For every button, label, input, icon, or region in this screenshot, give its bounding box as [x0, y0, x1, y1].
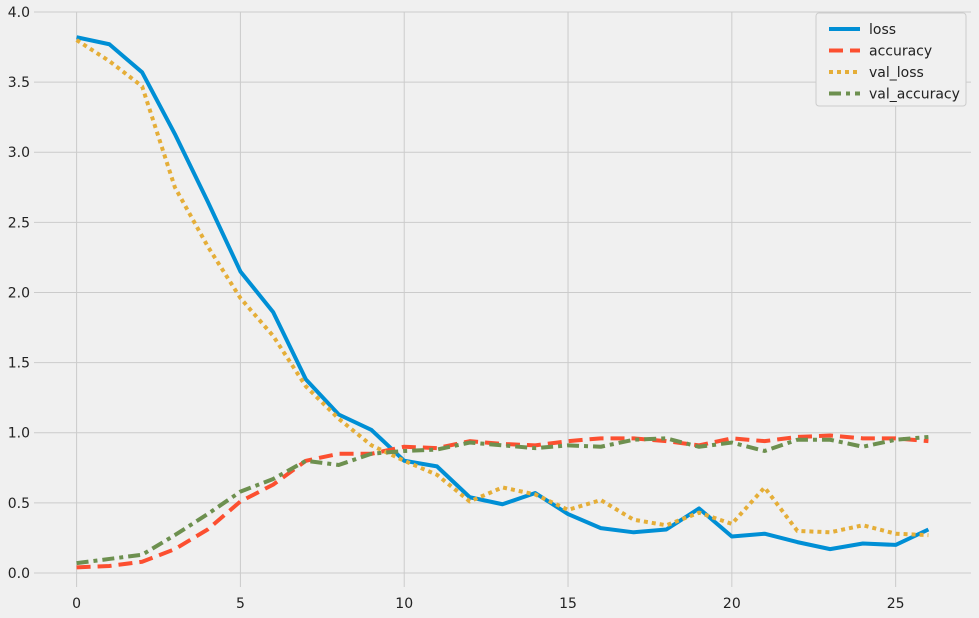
y-tick-label: 3.0 — [8, 145, 30, 161]
x-tick-label: 5 — [236, 596, 245, 612]
legend-label-loss: loss — [869, 22, 896, 38]
y-tick-label: 1.5 — [8, 356, 30, 372]
y-tick-label: 3.5 — [8, 75, 30, 91]
y-tick-label: 0.5 — [8, 496, 30, 512]
series-line-val-accuracy — [76, 434, 929, 566]
series-line-accuracy — [76, 433, 929, 570]
x-tick-label: 10 — [395, 596, 413, 612]
y-tick-label: 2.0 — [8, 285, 30, 301]
series-line-val-loss — [75, 38, 929, 538]
legend: loss accuracy val_loss val_accuracy — [815, 12, 967, 107]
x-tick-label: 25 — [887, 596, 905, 612]
x-tick-label: 15 — [559, 596, 577, 612]
y-tick-label: 4.0 — [8, 5, 30, 21]
series-line-loss — [76, 35, 930, 552]
x-tick-label: 20 — [723, 596, 741, 612]
x-tick-label: 0 — [72, 596, 81, 612]
legend-label-val-loss: val_loss — [869, 65, 924, 81]
legend-box — [815, 12, 967, 107]
legend-label-val-accuracy: val_accuracy — [869, 87, 960, 103]
tick-labels: 0 5 10 15 20 25 0.0 0.5 1.0 1.5 2.0 2.5 3.0 3.5 4.0 — [8, 5, 905, 612]
y-tick-label: 2.5 — [8, 215, 30, 231]
series-lines — [75, 35, 930, 570]
legend-label-accuracy: accuracy — [869, 44, 932, 60]
y-tick-label: 0.0 — [8, 566, 30, 582]
y-tick-label: 1.0 — [8, 426, 30, 442]
grid-lines — [34, 11, 971, 587]
